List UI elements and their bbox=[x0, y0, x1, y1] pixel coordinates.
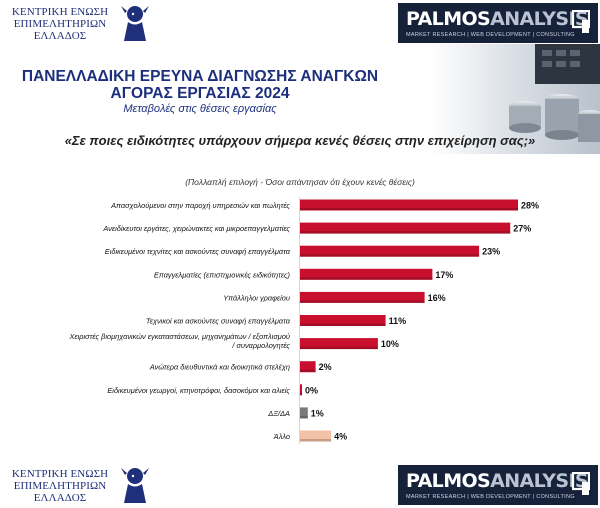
category-label: Άλλο bbox=[273, 432, 290, 441]
palmos-mark-icon bbox=[572, 472, 590, 495]
title-block: ΠΑΝΕΛΛΑΔΙΚΗ ΕΡΕΥΝΑ ΔΙΑΓΝΩΣΗΣ ΑΝΑΓΚΩΝ ΑΓΟ… bbox=[0, 68, 400, 115]
category-label: Ανώτερα διευθυντικά και διοικητικά στελέ… bbox=[149, 363, 290, 372]
keeep-logo-line-2: ΕΠΙΜΕΛΗΤΗΡΙΩΝ bbox=[13, 18, 107, 30]
bar bbox=[300, 245, 480, 257]
page-title-line-2: ΑΓΟΡΑΣ ΕΡΓΑΣΙΑΣ 2024 bbox=[110, 85, 290, 102]
bar bbox=[300, 407, 308, 419]
bar bbox=[300, 430, 332, 442]
bar bbox=[300, 222, 511, 234]
palmos-name: PALMOSANALYSIS bbox=[406, 8, 589, 30]
keeep-logo-bottom: ΚΕΝΤΡΙΚΗ ΕΝΩΣΗ ΕΠΙΜΕΛΗΤΗΡΙΩΝ ΕΛΛΑΔΟΣ bbox=[4, 465, 154, 505]
palmos-tagline-bottom: MARKET RESEARCH | WEB DEVELOPMENT | CONS… bbox=[406, 494, 575, 500]
category-label: Ειδικευμένοι γεωργοί, κτηνοτρόφοι, δασοκ… bbox=[107, 386, 290, 395]
survey-note: (Πολλαπλή επιλογή - Όσοι απάντησαν ότι έ… bbox=[185, 177, 415, 187]
category-label: ΔΞ/ΔΑ bbox=[267, 409, 290, 418]
bottom-banner: ΚΕΝΤΡΙΚΗ ΕΝΩΣΗ ΕΠΙΜΕΛΗΤΗΡΙΩΝ ΕΛΛΑΔΟΣ PAL… bbox=[0, 462, 600, 508]
bar bbox=[300, 315, 386, 326]
category-label: Υπάλληλοι γραφείου bbox=[223, 293, 290, 302]
category-label: Τεχνικοί και ασκούντες συναφή επαγγέλματ… bbox=[146, 317, 291, 326]
category-label: Χειριστές βιομηχανικών εγκαταστάσεων, μη… bbox=[68, 332, 290, 350]
value-label: 16% bbox=[428, 293, 446, 303]
coins-calculator-image bbox=[430, 44, 600, 154]
bar-shade bbox=[300, 254, 480, 257]
bar-shade bbox=[300, 300, 425, 303]
palmos-name-bottom-a: PALMOS bbox=[406, 470, 491, 492]
bar bbox=[300, 291, 425, 303]
palmos-name-a: PALMOS bbox=[406, 8, 491, 30]
bar-shade bbox=[300, 415, 308, 419]
bar-shade bbox=[300, 346, 378, 350]
keeep-logo-bottom-line-2: ΕΠΙΜΕΛΗΤΗΡΙΩΝ bbox=[13, 480, 107, 492]
category-label: Επαγγελματίες (επιστημονικές ειδικότητες… bbox=[154, 270, 291, 279]
category-label: Ειδικευμένοι τεχνίτες και ασκούντες συνα… bbox=[105, 247, 291, 256]
page-title: ΠΑΝΕΛΛΑΔΙΚΗ ΕΡΕΥΝΑ ΔΙΑΓΝΩΣΗΣ ΑΝΑΓΚΩΝ bbox=[21, 68, 379, 85]
category-label: Απασχολούμενοι στην παροχή υπηρεσιών και… bbox=[110, 201, 290, 210]
hermes-emblem-icon bbox=[121, 468, 149, 503]
hermes-emblem-icon bbox=[121, 6, 149, 41]
bar bbox=[300, 268, 433, 280]
value-label: 10% bbox=[381, 339, 399, 349]
value-label: 2% bbox=[319, 362, 332, 372]
bar bbox=[300, 361, 316, 373]
keeep-logo-bottom-line-3: ΕΛΛΑΔΟΣ bbox=[33, 492, 87, 504]
keeep-logo: ΚΕΝΤΡΙΚΗ ΕΝΩΣΗ ΕΠΙΜΕΛΗΤΗΡΙΩΝ ΕΛΛΑΔΟΣ bbox=[4, 3, 154, 43]
bar bbox=[300, 338, 378, 350]
category-label: Ανειδίκευτοι εργάτες, χειρώνακτες και μι… bbox=[102, 224, 290, 233]
value-label: 0% bbox=[305, 385, 318, 395]
value-label: 27% bbox=[513, 224, 531, 234]
palmos-analysis-logo: PALMOSANALYSIS MARKET RESEARCH | WEB DEV… bbox=[398, 3, 598, 43]
bar bbox=[300, 199, 518, 211]
bar-shade bbox=[300, 208, 518, 211]
value-label: 17% bbox=[435, 270, 453, 280]
palmos-name-b: ANALYSIS bbox=[490, 8, 588, 30]
palmos-name-bottom-b: ANALYSIS bbox=[490, 470, 588, 492]
bar-shade bbox=[300, 369, 316, 373]
value-label: 4% bbox=[334, 432, 347, 442]
keeep-logo-line-3: ΕΛΛΑΔΟΣ bbox=[33, 30, 87, 42]
palmos-mark-icon bbox=[572, 10, 590, 33]
horizontal-bar-chart: Απασχολούμενοι στην παροχή υπηρεσιών και… bbox=[68, 197, 539, 444]
page-subtitle: Μεταβολές στις θέσεις εργασίας bbox=[123, 103, 277, 115]
bar-shade bbox=[300, 231, 511, 234]
bar-shade bbox=[300, 392, 302, 396]
value-label: 23% bbox=[482, 247, 500, 257]
keeep-logo-bottom-line-1: ΚΕΝΤΡΙΚΗ ΕΝΩΣΗ bbox=[11, 468, 109, 480]
bar-shade bbox=[300, 323, 386, 326]
palmos-analysis-logo-bottom: PALMOSANALYSIS MARKET RESEARCH | WEB DEV… bbox=[398, 465, 598, 505]
top-banner: ΚΕΝΤΡΙΚΗ ΕΝΩΣΗ ΕΠΙΜΕΛΗΤΗΡΙΩΝ ΕΛΛΑΔΟΣ PAL… bbox=[0, 0, 600, 44]
palmos-tagline: MARKET RESEARCH | WEB DEVELOPMENT | CONS… bbox=[406, 32, 575, 38]
value-label: 1% bbox=[311, 408, 324, 418]
value-label: 28% bbox=[521, 201, 539, 211]
palmos-name-bottom: PALMOSANALYSIS bbox=[406, 470, 589, 492]
bar-shade bbox=[300, 439, 332, 442]
bar-shade bbox=[300, 277, 433, 280]
survey-question: «Σε ποιες ειδικότητες υπάρχουν σήμερα κε… bbox=[64, 133, 536, 148]
value-label: 11% bbox=[389, 316, 407, 326]
keeep-logo-line-1: ΚΕΝΤΡΙΚΗ ΕΝΩΣΗ bbox=[11, 6, 109, 18]
bar bbox=[300, 384, 302, 396]
